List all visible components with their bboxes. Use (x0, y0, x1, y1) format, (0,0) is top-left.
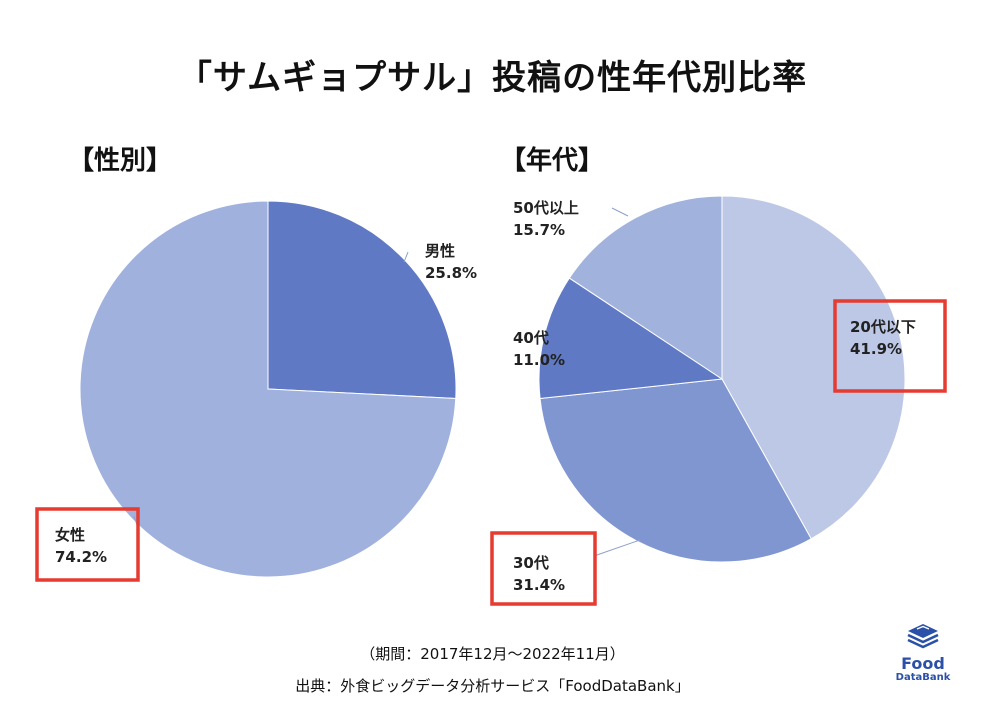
highlight-box-1-1 (490, 531, 597, 606)
age-chart-label: 【年代】 (500, 146, 605, 176)
pie-charts: 男性 25.8% 女性 74.2% 20代以下 41.9% 30代 31.4% 40代 11.0%… (35, 195, 947, 606)
pie-slice-1-0 (721, 195, 906, 540)
pie-slice-0-1 (79, 200, 457, 578)
slice-label-1-2: 40代 (513, 329, 549, 347)
leader-line-1-3 (611, 207, 629, 217)
slice-value-0-0: 25.8% (425, 264, 477, 282)
slice-value-0-1: 74.2% (55, 548, 107, 566)
stacked-layers-icon (907, 624, 939, 649)
leader-line-1-1 (593, 539, 641, 557)
gender-chart-label: 【性別】 (68, 146, 173, 176)
slice-value-1-3: 15.7% (513, 221, 565, 239)
logo-subtitle: DataBank (895, 672, 951, 683)
slice-label-0-1: 女性 (55, 526, 85, 544)
slice-label-1-0: 20代以下 (850, 318, 916, 336)
source-note: 出典：外食ビッグデータ分析サービス「FoodDataBank」 (295, 677, 690, 695)
highlight-box-0-1 (35, 507, 140, 582)
highlight-box-1-0 (833, 299, 947, 393)
chart-title: 「サムギョプサル」投稿の性年代別比率 (177, 58, 808, 98)
period-note: （期間：2017年12月～2022年11月） (360, 645, 625, 663)
slice-label-1-3: 50代以上 (513, 199, 579, 217)
pie-slice-1-2 (538, 277, 724, 400)
slice-value-1-1: 31.4% (513, 576, 565, 594)
fooddatabank-logo: Food DataBank (893, 622, 953, 683)
slice-label-1-1: 30代 (513, 554, 549, 572)
slice-label-0-0: 男性 (425, 242, 455, 260)
logo-name: Food (901, 654, 945, 673)
pie-slice-1-1 (539, 378, 812, 563)
leader-line-0-0 (403, 251, 409, 263)
slice-value-1-2: 11.0% (513, 351, 565, 369)
pie-slice-1-3 (568, 195, 723, 380)
pie-slice-0-0 (267, 200, 457, 399)
slice-value-1-0: 41.9% (850, 340, 902, 358)
